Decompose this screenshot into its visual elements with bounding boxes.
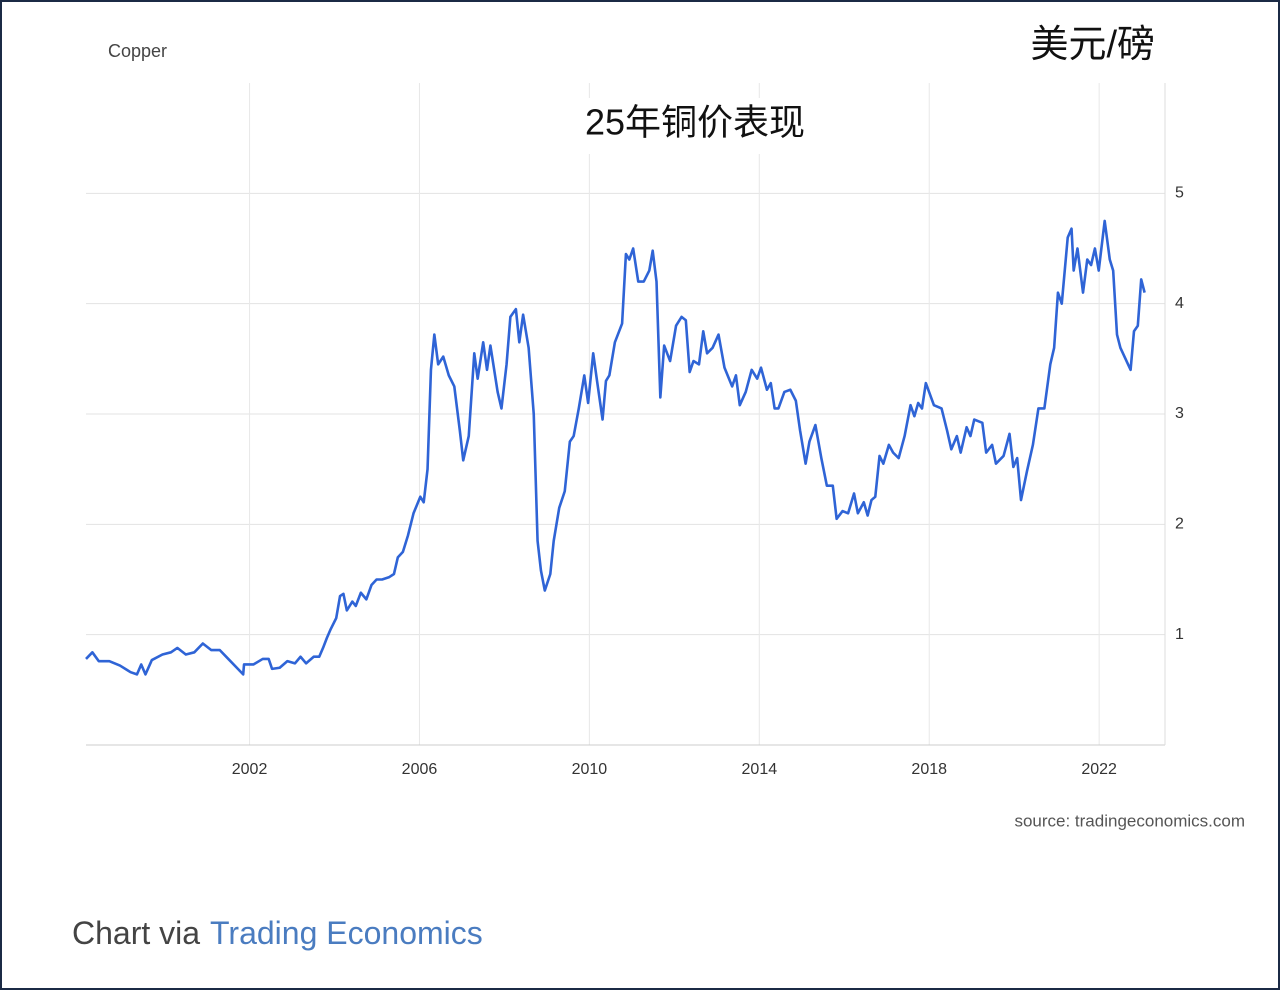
credit-prefix: Chart via [72, 915, 200, 951]
y-tick-label: 5 [1175, 185, 1184, 202]
x-tick-label: 2022 [1081, 761, 1117, 778]
chart-title: 25年铜价表现 [585, 102, 805, 143]
x-tick-label: 2014 [742, 761, 778, 778]
unit-label: 美元/磅 [1030, 24, 1155, 66]
x-tick-label: 2018 [911, 761, 947, 778]
x-tick-label: 2002 [232, 761, 268, 778]
y-tick-label: 1 [1175, 626, 1184, 643]
title-bg [560, 98, 830, 154]
y-tick-label: 4 [1175, 295, 1184, 312]
series-line [85, 219, 1146, 676]
credit: Chart via Trading Economics [72, 915, 483, 951]
credit-link[interactable]: Trading Economics [210, 915, 483, 951]
x-tick-label: 2006 [402, 761, 438, 778]
source: source: tradingeconomics.com [1014, 811, 1245, 830]
y-tick-label: 3 [1175, 405, 1184, 422]
x-tick-label: 2010 [572, 761, 608, 778]
y-tick-label: 2 [1175, 516, 1184, 533]
series-label: Copper [108, 41, 167, 61]
